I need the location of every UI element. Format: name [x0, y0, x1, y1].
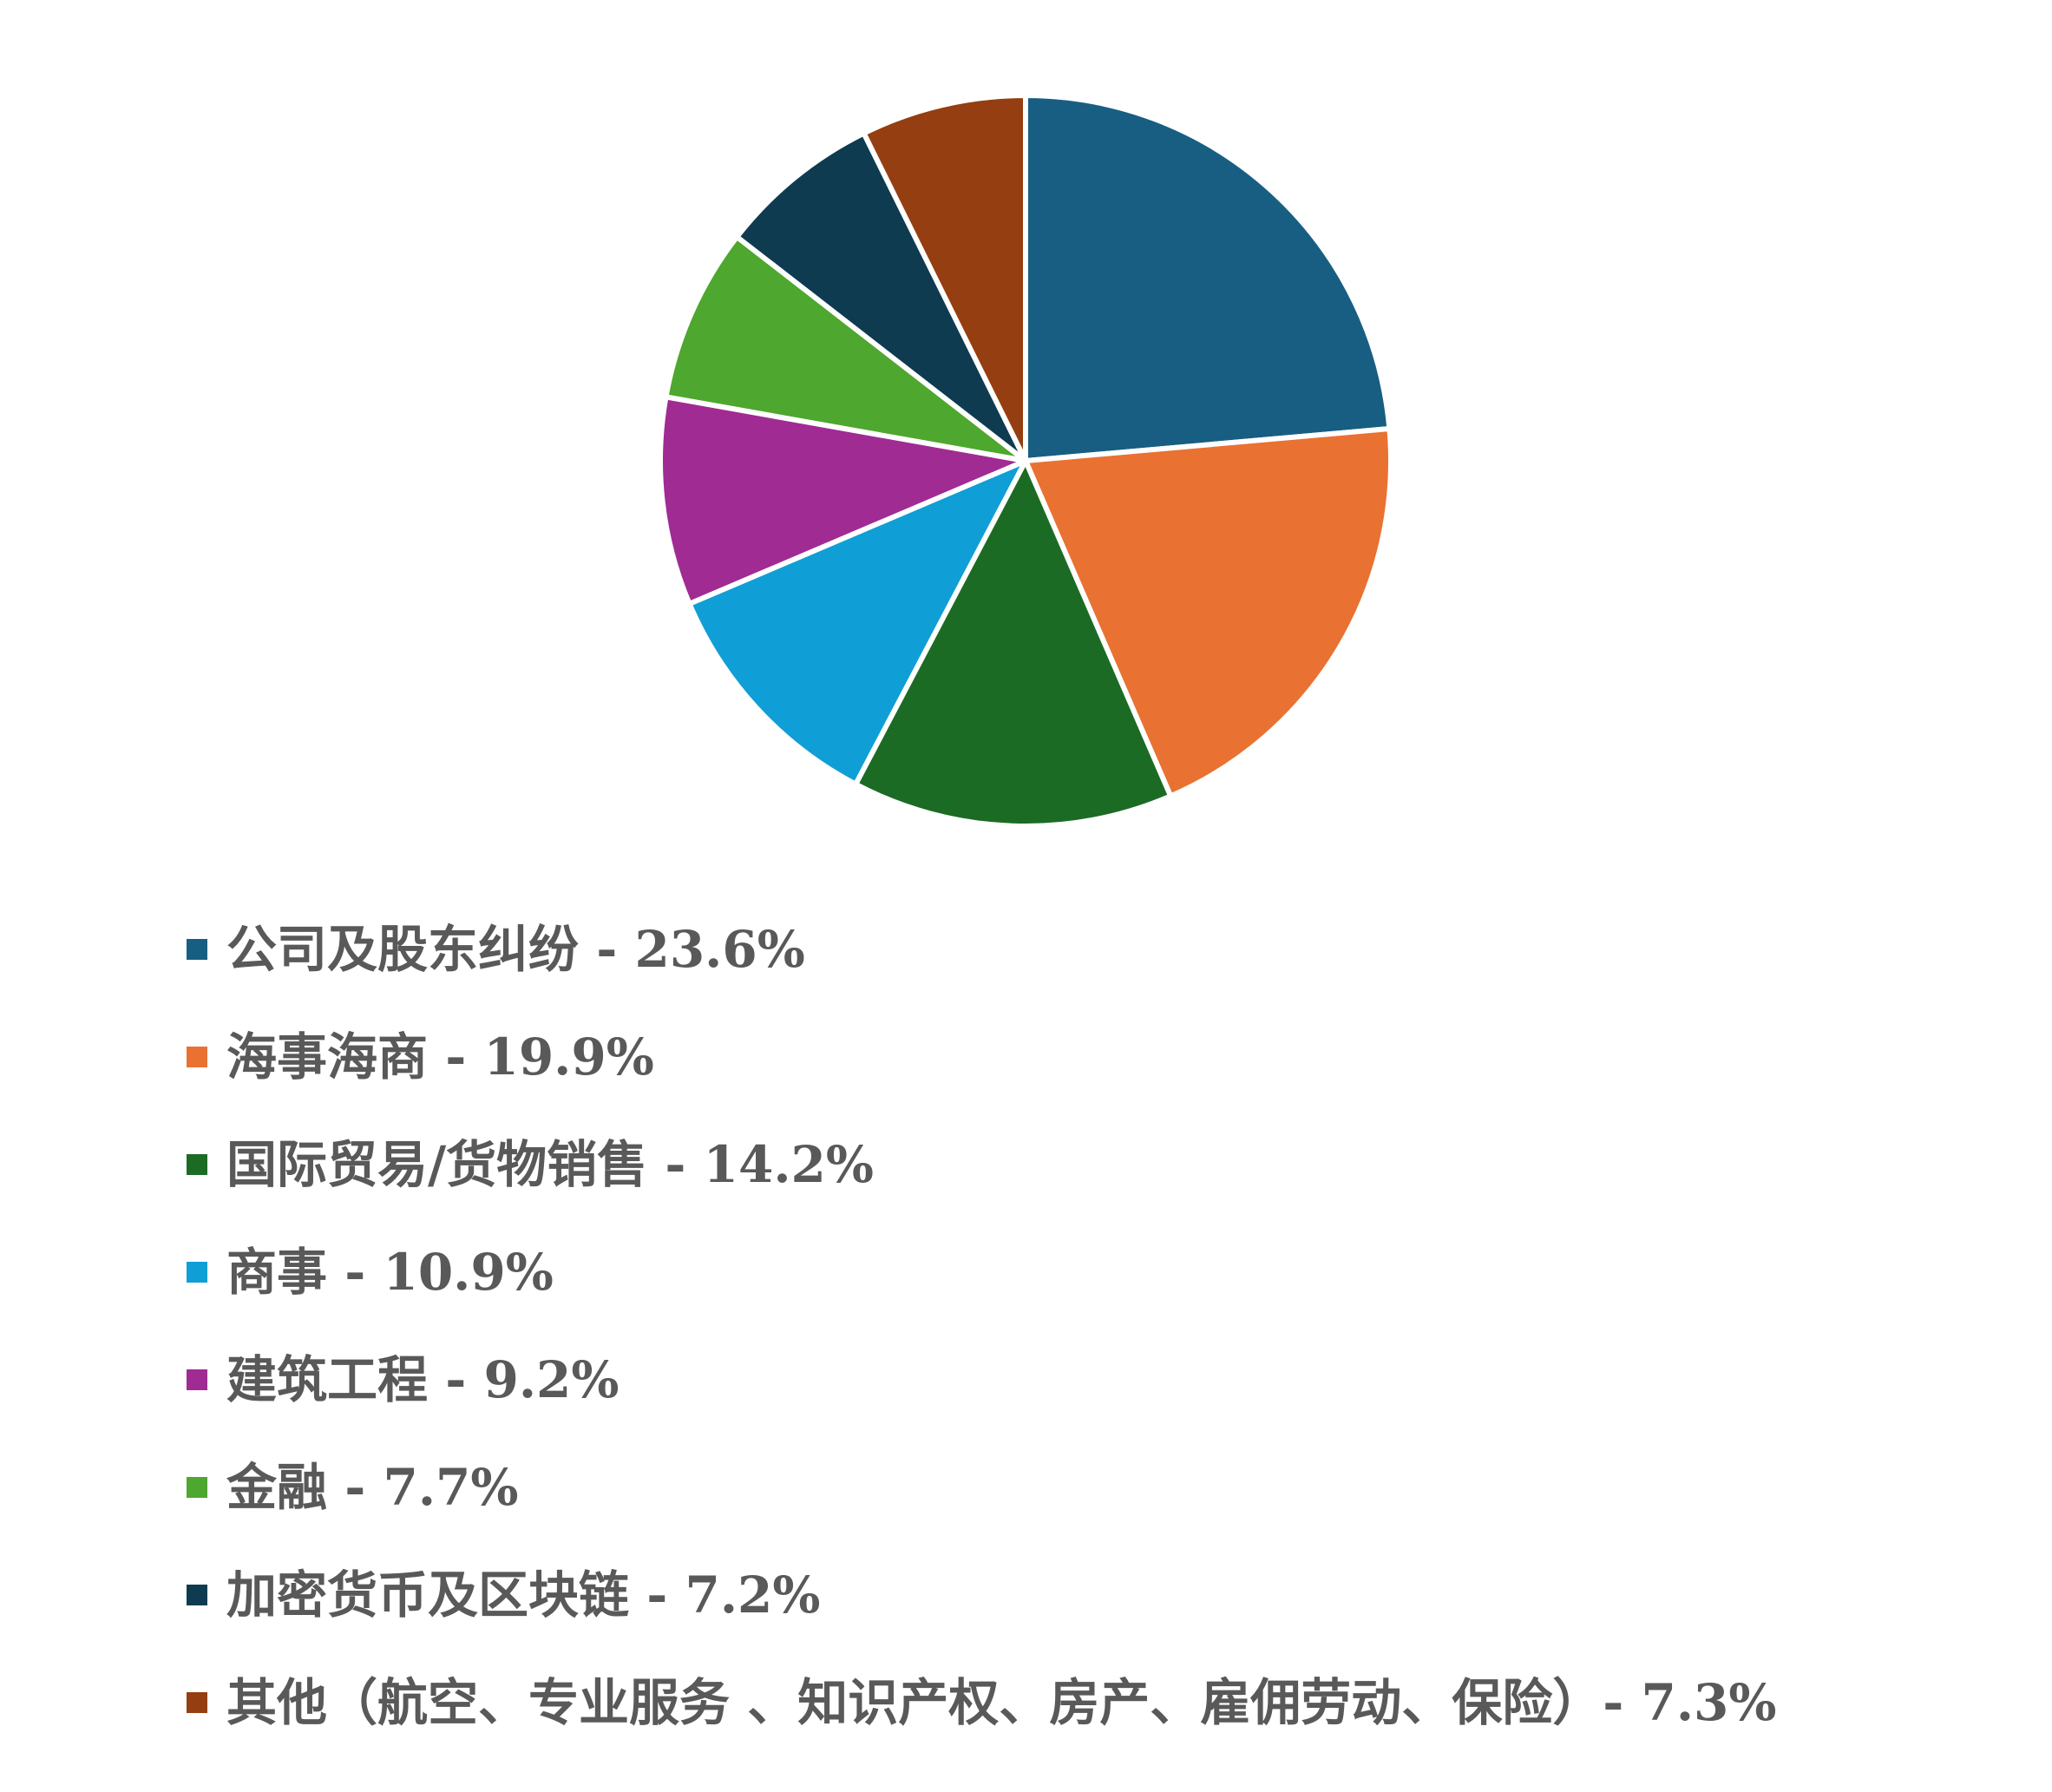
legend-item-7: 加密货币及区块链 - 7.2% [187, 1541, 1776, 1649]
legend-item-4: 商事 - 10.9% [187, 1218, 1776, 1326]
legend-label: 商事 - 10.9% [226, 1243, 554, 1302]
legend-swatch [187, 939, 207, 960]
legend-item-3: 国际贸易/货物销售 - 14.2% [187, 1111, 1776, 1218]
legend-swatch [187, 1262, 207, 1283]
pie-chart [658, 93, 1393, 829]
legend-item-1: 公司及股东纠纷 - 23.6% [187, 896, 1776, 1003]
legend-label: 海事海商 - 19.9% [226, 1027, 654, 1086]
pie-slice-3 [853, 458, 1174, 829]
pie-slice-5 [658, 394, 1028, 607]
legend-swatch [187, 1477, 207, 1498]
pie-slice-8 [861, 93, 1028, 463]
legend-item-6: 金融 - 7.7% [187, 1434, 1776, 1541]
legend-label: 国际贸易/货物销售 - 14.2% [226, 1135, 875, 1194]
pie-slice-7 [734, 130, 1028, 463]
legend-item-8: 其他（航空、专业服务 、知识产权、房产、雇佣劳动、保险）- 7.3% [187, 1649, 1776, 1756]
chart-legend: 公司及股东纠纷 - 23.6% 海事海商 - 19.9% 国际贸易/货物销售 - 1… [187, 896, 1776, 1756]
legend-swatch [187, 1369, 207, 1390]
pie-slice-2 [1023, 426, 1393, 799]
legend-label: 金融 - 7.7% [226, 1458, 519, 1517]
legend-swatch [187, 1585, 207, 1605]
legend-label: 加密货币及区块链 - 7.2% [226, 1566, 821, 1625]
pie-slice-1 [1023, 93, 1393, 463]
pie-slice-4 [686, 458, 1028, 787]
legend-swatch [187, 1692, 207, 1713]
pie-slice-6 [663, 233, 1028, 463]
legend-swatch [187, 1047, 207, 1067]
legend-swatch [187, 1154, 207, 1175]
legend-label: 建筑工程 - 9.2% [226, 1350, 620, 1409]
legend-label: 其他（航空、专业服务 、知识产权、房产、雇佣劳动、保险）- 7.3% [226, 1673, 1777, 1732]
legend-item-2: 海事海商 - 19.9% [187, 1003, 1776, 1111]
legend-label: 公司及股东纠纷 - 23.6% [226, 920, 805, 979]
legend-item-5: 建筑工程 - 9.2% [187, 1326, 1776, 1434]
